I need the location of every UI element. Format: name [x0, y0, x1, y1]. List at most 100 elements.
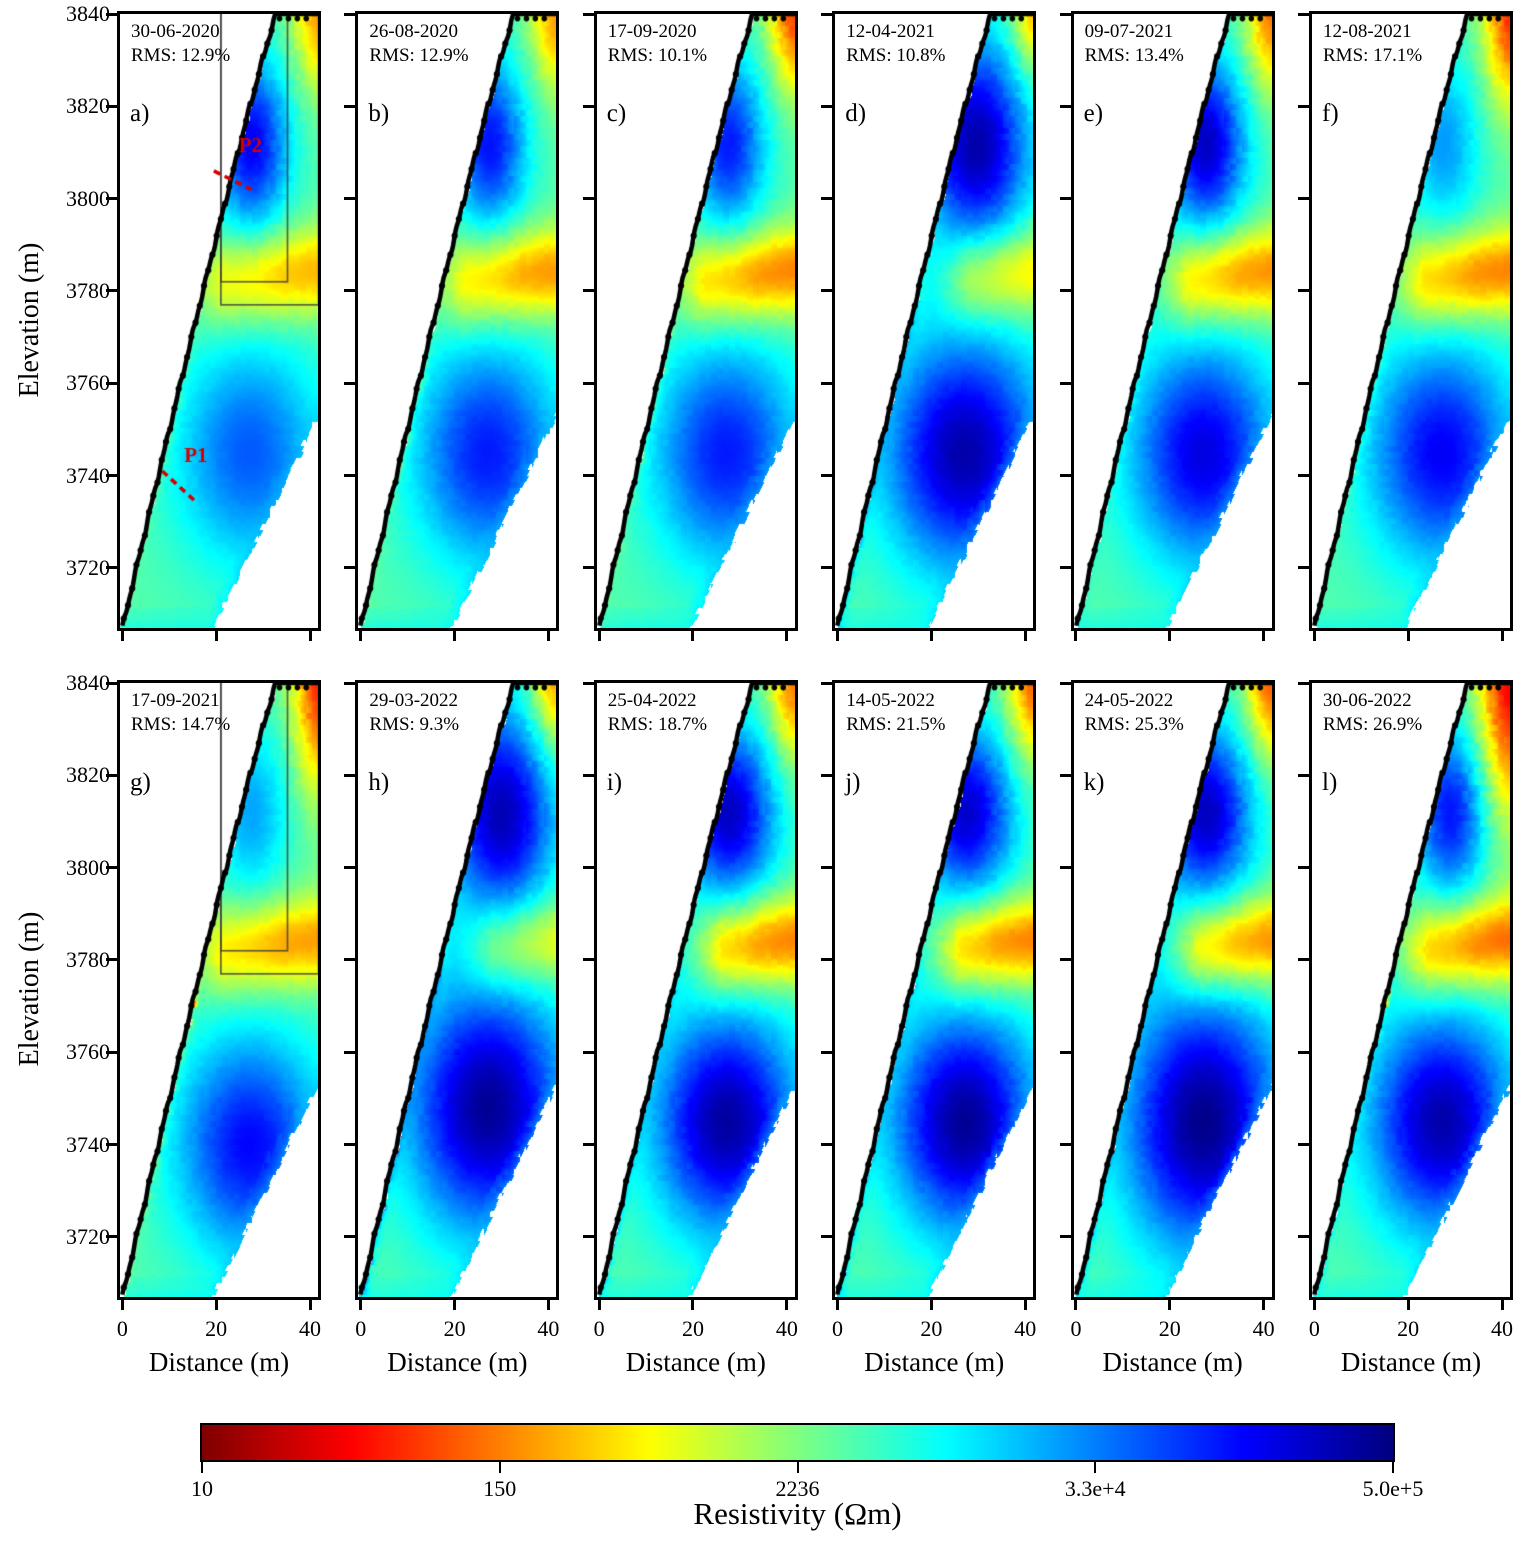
y-tick — [1298, 681, 1312, 685]
y-tick — [582, 289, 597, 293]
panel-g: 17-09-2021 RMS: 14.7% g) — [117, 680, 321, 1300]
y-tick — [1059, 1235, 1074, 1239]
x-tick-label: 0 — [1070, 1316, 1082, 1341]
x-tick — [1500, 628, 1504, 641]
y-tick — [1298, 474, 1312, 478]
colorbar-title: Resistivity (Ωm) — [693, 1496, 902, 1531]
y-tick — [582, 566, 597, 570]
x-tick — [1312, 628, 1316, 641]
x-tick-label: 0 — [116, 1316, 128, 1341]
y-tick — [1298, 566, 1312, 570]
y-tick-label: 3780 — [66, 277, 110, 303]
y-tick-label: 3720 — [66, 554, 110, 580]
y-tick — [1298, 1235, 1312, 1239]
y-tick — [106, 1143, 120, 1147]
colorbar-gradient — [202, 1425, 1393, 1460]
y-tick — [344, 681, 359, 685]
panel-a: 30-06-2020 RMS: 12.9% a) — [117, 11, 321, 631]
x-tick — [691, 1297, 695, 1310]
panel-b: 26-08-2020 RMS: 12.9% b) — [355, 11, 560, 631]
colorbar-tick — [1392, 1462, 1394, 1473]
x-tick — [1168, 628, 1172, 641]
colorbar-tick-label: 2236 — [775, 1476, 820, 1501]
resistivity-section-canvas — [1312, 14, 1510, 628]
resistivity-section-canvas — [1073, 14, 1272, 628]
x-tick-label: 40 — [1491, 1316, 1514, 1341]
y-tick — [106, 289, 120, 293]
x-tick — [597, 628, 601, 641]
y-tick — [582, 866, 597, 870]
y-tick — [821, 681, 836, 685]
y-tick — [106, 381, 120, 385]
y-tick — [821, 197, 836, 201]
panel-f: 12-08-2021 RMS: 17.1% f) — [1309, 11, 1513, 631]
colorbar-tick — [796, 1462, 799, 1473]
y-tick-label: 3720 — [66, 1223, 110, 1249]
y-tick — [1298, 1143, 1312, 1147]
x-tick — [1023, 628, 1027, 641]
y-tick — [582, 381, 597, 385]
panel-letter: g) — [130, 769, 151, 796]
x-tick — [785, 1297, 789, 1310]
panel-letter: d) — [845, 100, 867, 127]
panel-date-rms: 24-05-2022 RMS: 25.3% — [1084, 690, 1184, 736]
x-tick — [1312, 1297, 1316, 1310]
panel-letter: c) — [606, 100, 627, 127]
panel-letter: f) — [1322, 100, 1339, 127]
x-tick — [929, 628, 933, 641]
y-tick — [1298, 104, 1312, 108]
x-tick-label: 20 — [920, 1316, 943, 1341]
x-tick — [785, 628, 789, 641]
y-tick — [1298, 12, 1312, 16]
y-tick — [821, 958, 836, 962]
x-tick — [1074, 628, 1078, 641]
x-axis-title: Distance (m) — [1102, 1347, 1243, 1377]
y-tick — [1059, 773, 1074, 777]
y-tick-label: 3740 — [66, 1131, 110, 1157]
panel-i: 25-04-2022 RMS: 18.7% i) — [593, 680, 798, 1300]
colorbar-tick-label: 150 — [483, 1476, 517, 1501]
x-tick — [453, 1297, 457, 1310]
x-tick-label: 20 — [443, 1316, 466, 1341]
panel-h: 29-03-2022 RMS: 9.3% h) — [355, 680, 560, 1300]
y-tick — [106, 1050, 120, 1054]
y-tick — [582, 1050, 597, 1054]
y-tick — [1298, 1050, 1312, 1054]
resistivity-section-canvas — [596, 14, 795, 628]
panel-letter: e) — [1083, 100, 1104, 127]
resistivity-section-canvas — [835, 683, 1034, 1297]
colorbar-tick — [201, 1462, 203, 1473]
y-tick-label: 3740 — [66, 462, 110, 488]
panel-date-rms: 12-04-2021 RMS: 10.8% — [846, 21, 946, 67]
y-tick — [821, 566, 836, 570]
colorbar-tick-label: 3.3e+4 — [1064, 1476, 1126, 1501]
y-tick — [106, 1235, 120, 1239]
y-tick — [1059, 381, 1074, 385]
y-tick — [1059, 104, 1074, 108]
panel-date-rms: 17-09-2020 RMS: 10.1% — [607, 21, 708, 67]
y-tick — [1059, 566, 1074, 570]
colorbar — [200, 1423, 1395, 1462]
y-tick — [821, 289, 836, 293]
y-tick — [344, 289, 359, 293]
panel-date-rms: 09-07-2021 RMS: 13.4% — [1084, 21, 1184, 67]
x-tick — [359, 1297, 363, 1310]
x-tick — [1168, 1297, 1172, 1310]
x-tick — [1406, 1297, 1410, 1310]
x-tick — [546, 1297, 550, 1310]
panel-letter: l) — [1322, 769, 1338, 796]
y-tick-label: 3840 — [66, 670, 110, 695]
x-tick-label: 40 — [1252, 1316, 1275, 1341]
y-tick — [344, 104, 359, 108]
colorbar-tick — [1094, 1462, 1097, 1473]
y-tick — [106, 958, 120, 962]
y-tick — [106, 866, 120, 870]
resistivity-section-canvas — [1073, 683, 1272, 1297]
resistivity-section-canvas — [120, 14, 318, 628]
y-tick — [1059, 681, 1074, 685]
y-tick — [1298, 381, 1312, 385]
resistivity-section-canvas — [358, 683, 557, 1297]
y-tick — [106, 474, 120, 478]
x-axis-title: Distance (m) — [148, 1347, 290, 1377]
